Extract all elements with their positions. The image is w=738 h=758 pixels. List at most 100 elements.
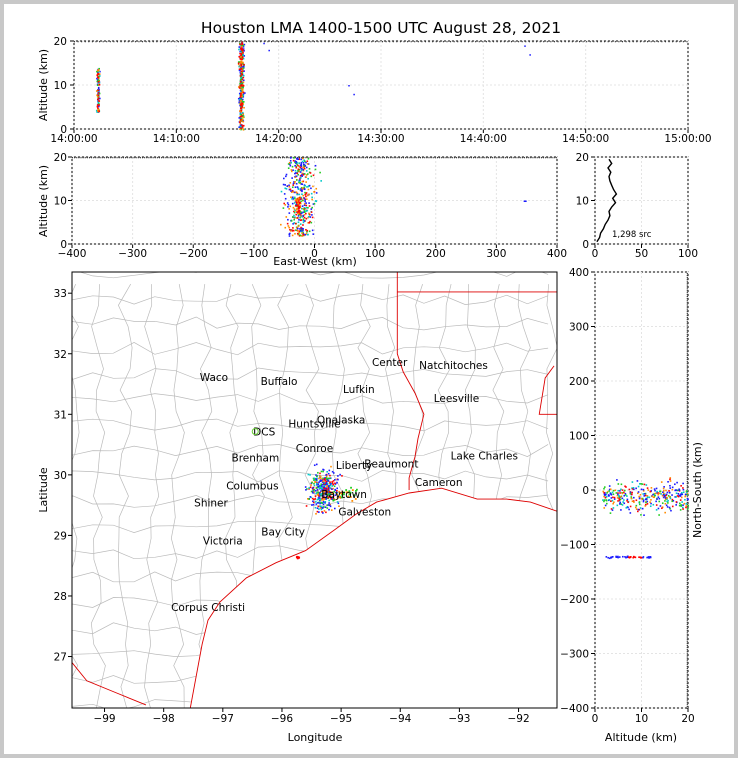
source-point bbox=[609, 493, 612, 495]
source-point bbox=[686, 641, 688, 643]
source-point bbox=[302, 194, 304, 197]
source-point bbox=[239, 157, 241, 159]
source-point bbox=[217, 41, 219, 43]
source-point bbox=[618, 500, 621, 502]
source-point bbox=[296, 41, 298, 43]
source-point bbox=[674, 483, 676, 486]
source-point bbox=[686, 448, 688, 450]
source-point bbox=[686, 311, 688, 313]
source-point bbox=[686, 355, 688, 357]
source-point bbox=[216, 157, 218, 159]
source-point bbox=[313, 203, 316, 205]
source-point bbox=[241, 106, 244, 108]
source-point bbox=[239, 110, 241, 112]
source-point bbox=[295, 175, 298, 178]
source-point bbox=[646, 496, 649, 499]
city-label: Liberty bbox=[336, 460, 373, 472]
ew-tick-label: 100 bbox=[365, 248, 385, 260]
source-point bbox=[296, 193, 298, 196]
source-point bbox=[310, 175, 313, 178]
source-point bbox=[336, 489, 338, 492]
source-point bbox=[532, 157, 534, 159]
source-point bbox=[668, 506, 671, 509]
source-point bbox=[242, 79, 245, 82]
source-point bbox=[686, 587, 688, 589]
source-point bbox=[297, 211, 300, 214]
source-point bbox=[145, 41, 147, 43]
source-point bbox=[97, 157, 99, 159]
source-point bbox=[686, 439, 688, 441]
source-point bbox=[603, 486, 606, 488]
source-point bbox=[289, 164, 292, 167]
source-point bbox=[301, 157, 303, 159]
source-point bbox=[645, 498, 648, 500]
source-point bbox=[148, 157, 150, 159]
source-point bbox=[285, 173, 288, 176]
source-point bbox=[411, 157, 413, 159]
source-point bbox=[623, 491, 625, 494]
source-point bbox=[285, 41, 287, 43]
source-point bbox=[240, 92, 242, 95]
source-point bbox=[682, 488, 685, 491]
source-point bbox=[235, 157, 237, 159]
source-point bbox=[241, 95, 243, 98]
source-point bbox=[686, 597, 688, 599]
source-point bbox=[307, 157, 310, 160]
source-point bbox=[303, 165, 305, 167]
source-point bbox=[293, 182, 296, 185]
source-point bbox=[603, 487, 605, 490]
source-point bbox=[292, 222, 294, 225]
source-point bbox=[319, 498, 322, 500]
source-point bbox=[133, 157, 135, 159]
source-point bbox=[536, 157, 538, 159]
source-point bbox=[686, 568, 688, 570]
source-point bbox=[655, 500, 657, 503]
source-point bbox=[669, 480, 672, 482]
source-point bbox=[658, 492, 661, 495]
source-point bbox=[684, 498, 686, 501]
source-point bbox=[686, 419, 688, 421]
source-point bbox=[296, 171, 299, 174]
source-point bbox=[324, 506, 327, 508]
source-point bbox=[457, 41, 459, 43]
county-line bbox=[72, 316, 549, 331]
source-point bbox=[447, 157, 449, 159]
source-point bbox=[661, 507, 663, 510]
city-label: Leesville bbox=[434, 393, 479, 405]
source-point bbox=[203, 157, 205, 159]
source-point bbox=[649, 490, 652, 493]
source-point bbox=[492, 157, 494, 159]
source-point bbox=[316, 486, 318, 489]
source-point bbox=[523, 200, 527, 202]
source-point bbox=[428, 157, 430, 159]
source-point bbox=[666, 506, 669, 508]
source-point bbox=[658, 514, 660, 516]
source-point bbox=[287, 203, 290, 206]
source-point bbox=[642, 500, 645, 503]
altitude-tick-label: 20 bbox=[681, 713, 694, 725]
source-point bbox=[679, 502, 681, 505]
source-point bbox=[301, 175, 303, 177]
source-point bbox=[97, 86, 100, 89]
source-point bbox=[685, 503, 688, 505]
source-point bbox=[284, 197, 287, 200]
source-point bbox=[325, 474, 327, 476]
source-point bbox=[242, 54, 244, 57]
source-point bbox=[303, 157, 305, 159]
source-point bbox=[241, 81, 243, 84]
source-point bbox=[240, 91, 243, 94]
source-point bbox=[686, 389, 688, 391]
source-point bbox=[345, 157, 347, 159]
source-point bbox=[446, 41, 448, 43]
source-point bbox=[297, 215, 300, 217]
source-point bbox=[666, 500, 668, 503]
source-point bbox=[349, 157, 351, 159]
source-point bbox=[687, 507, 689, 510]
source-point bbox=[228, 41, 230, 43]
source-point bbox=[639, 482, 641, 485]
source-point bbox=[617, 556, 619, 559]
source-point bbox=[519, 157, 521, 159]
source-point bbox=[305, 174, 308, 176]
source-point bbox=[328, 489, 330, 491]
